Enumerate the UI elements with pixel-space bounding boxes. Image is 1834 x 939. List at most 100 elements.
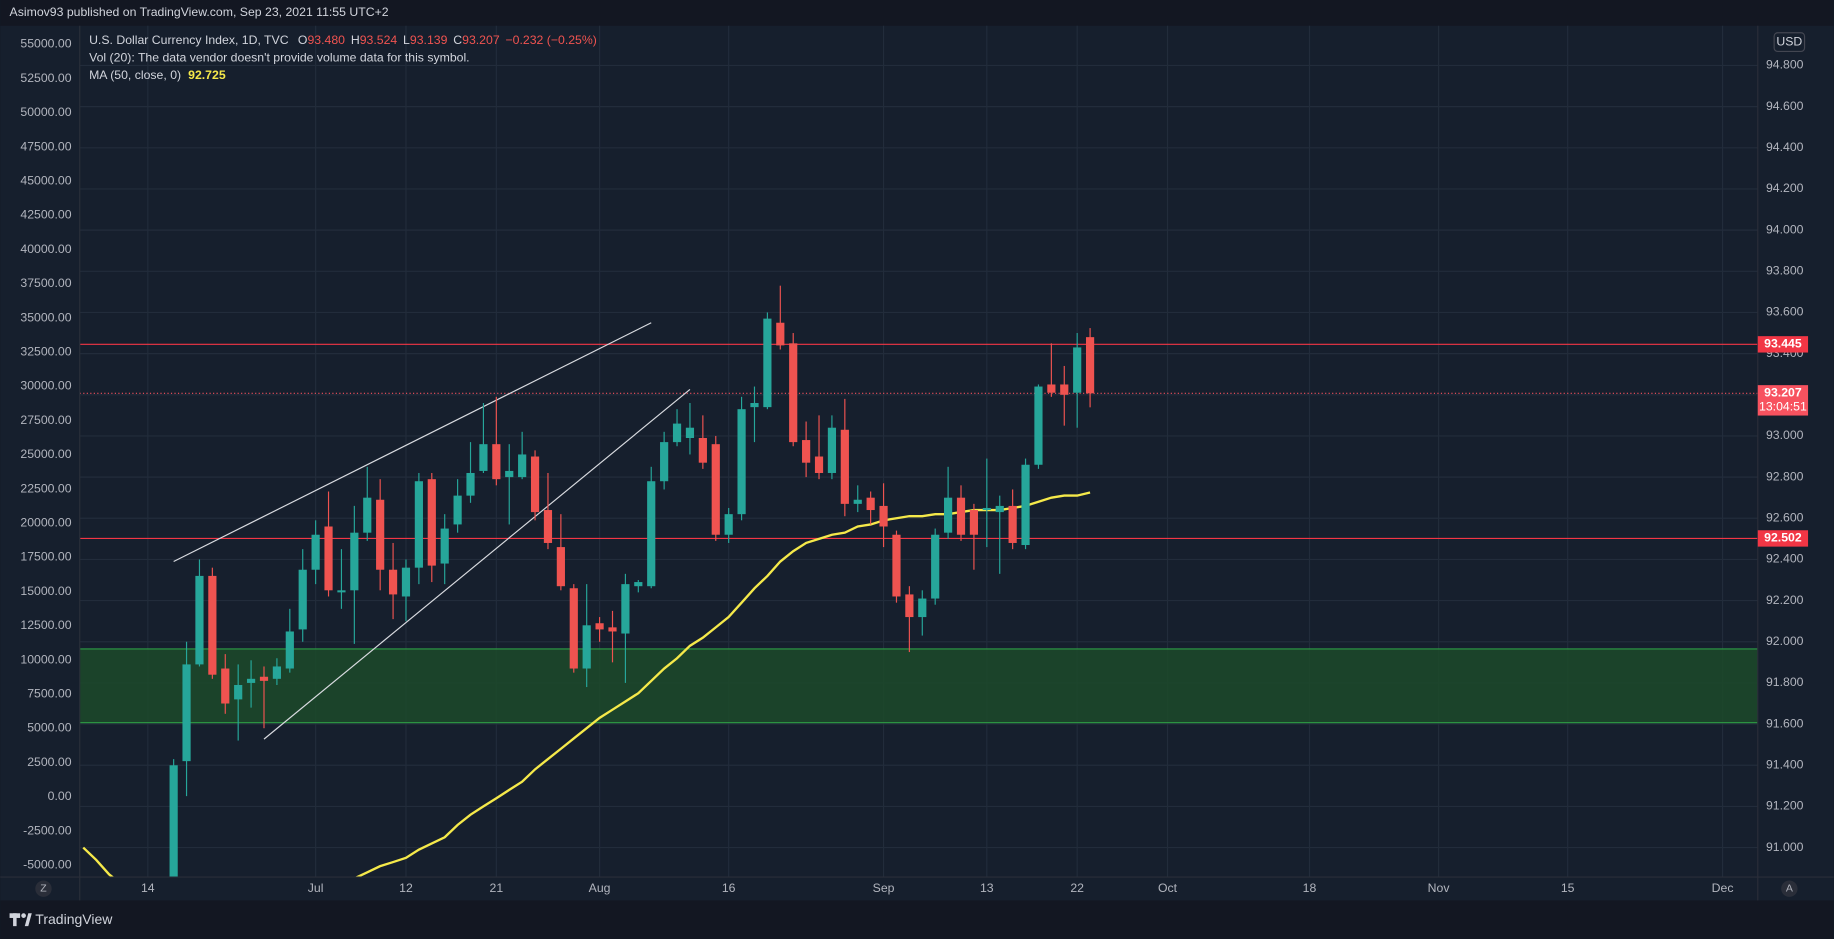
y-tick-label: 94.600 <box>1766 99 1804 113</box>
candle-body <box>401 567 411 597</box>
y-tick-label: 92.000 <box>1766 634 1804 648</box>
candle-body <box>569 588 578 669</box>
candle-body <box>866 497 875 511</box>
legend-key: L <box>403 33 410 47</box>
candle-body <box>982 507 991 511</box>
x-tick-label: 18 <box>1303 881 1317 895</box>
legend-ma-value: 92.725 <box>188 68 226 82</box>
y2-tick-label: 52500.00 <box>20 71 71 85</box>
candle-body <box>427 479 436 566</box>
legend-change: −0.232 (−0.25%) <box>505 33 596 47</box>
legend-ma-row: MA (50, close, 0) 92.725 <box>89 68 226 82</box>
candle-body <box>1060 384 1069 395</box>
level-label: 92.502 <box>1764 531 1802 545</box>
currency-box <box>1773 32 1806 53</box>
trendline <box>173 322 652 563</box>
y2-tick-label: 32500.00 <box>20 345 71 359</box>
y2-tick-label: 27500.00 <box>20 413 71 427</box>
candle-body <box>195 575 204 665</box>
legend-value: 93.139 <box>410 33 448 47</box>
x-tick-label: Jul <box>308 881 324 895</box>
y-tick-label: 91.200 <box>1766 799 1804 813</box>
candle-body <box>376 499 385 570</box>
x-tick-label: 22 <box>1070 881 1084 895</box>
plot <box>79 285 1758 878</box>
candle-body <box>414 481 423 568</box>
y2-tick-label: -5000.00 <box>23 858 72 872</box>
candle-body <box>698 437 707 463</box>
candle-body <box>1034 386 1043 465</box>
candle-body <box>763 318 772 408</box>
candle-body <box>802 440 811 463</box>
candle-body <box>737 409 746 515</box>
level-tag <box>1757 530 1809 547</box>
candle-body <box>363 497 372 533</box>
candle-body <box>582 625 591 669</box>
brand-logo <box>9 913 32 927</box>
candle-body <box>634 582 643 587</box>
auto-button-label[interactable]: A <box>1786 882 1793 894</box>
candle-body <box>298 569 307 630</box>
currency: USD <box>1776 34 1802 48</box>
candle-body <box>285 631 294 669</box>
candle-body <box>169 765 178 878</box>
candle-body <box>595 623 604 630</box>
legend-value: 93.524 <box>360 33 398 47</box>
y2-tick-label: 17500.00 <box>20 550 71 564</box>
candle-body <box>492 444 501 480</box>
y-tick-label: 92.800 <box>1766 469 1804 483</box>
x-tick-label: 21 <box>490 881 504 895</box>
candle-body <box>660 442 669 482</box>
candle-body <box>182 664 191 762</box>
candle-body <box>1047 384 1056 393</box>
trendline <box>263 388 691 740</box>
candle-body <box>685 427 695 438</box>
legend-ma-label: MA (50, close, 0) <box>89 68 181 82</box>
legend-symbol: U.S. Dollar Currency Index, 1D, TVC <box>89 33 289 47</box>
y2-tick-label: 10000.00 <box>20 652 71 666</box>
x-tick-label: 15 <box>1561 881 1575 895</box>
legend-key: O <box>298 33 308 47</box>
candle-body <box>337 590 346 593</box>
candle-body <box>776 322 785 346</box>
auto-button[interactable] <box>1781 880 1798 897</box>
y-tick-label: 93.000 <box>1766 428 1804 442</box>
candle-body <box>931 534 940 599</box>
candle-body <box>918 598 927 618</box>
candle-body <box>840 429 849 504</box>
candle-body <box>479 444 488 471</box>
footer-bar <box>0 900 1834 939</box>
y2-tick-label: 12500.00 <box>20 618 71 632</box>
candle-body <box>388 569 398 595</box>
legend-value: 93.207 <box>462 33 500 47</box>
legend-key: C <box>453 33 462 47</box>
candle-body <box>466 472 475 496</box>
candle-body <box>1085 337 1095 394</box>
level-label: 93.445 <box>1764 337 1802 351</box>
zoom-button[interactable] <box>35 880 52 897</box>
zoom-button-label[interactable]: Z <box>40 882 47 894</box>
y2-tick-label: 25000.00 <box>20 447 71 461</box>
y2-tick-label: 5000.00 <box>27 721 72 735</box>
candle-body <box>827 427 837 473</box>
y2-tick-label: 37500.00 <box>20 276 71 290</box>
y2-tick-label: 20000.00 <box>20 516 71 530</box>
y-tick-label: 93.800 <box>1766 264 1804 278</box>
candle-body <box>892 534 901 597</box>
candle-body <box>350 532 359 591</box>
y-tick-label: 91.800 <box>1766 675 1804 689</box>
y2-tick-label: 2500.00 <box>27 755 72 769</box>
x-tick-label: 12 <box>399 881 413 895</box>
header-bar <box>0 0 1834 26</box>
y-tick-label: 91.000 <box>1766 840 1804 854</box>
last-price-tag <box>1757 385 1809 416</box>
candle-body <box>879 505 888 527</box>
y2-tick-label: 55000.00 <box>20 37 71 51</box>
candle-body <box>750 403 759 408</box>
y2-tick-label: 0.00 <box>48 789 72 803</box>
y2-tick-label: 47500.00 <box>20 139 71 153</box>
y-tick-label: 91.600 <box>1766 716 1804 730</box>
candle-body <box>789 343 798 443</box>
